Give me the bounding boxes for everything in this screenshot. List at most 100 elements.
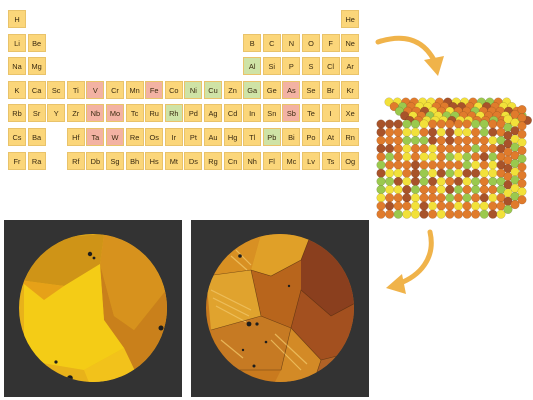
element-cell-al: Al xyxy=(243,57,262,76)
atom-sphere xyxy=(488,127,498,137)
element-cell-s: S xyxy=(302,57,320,76)
atom-sphere xyxy=(385,160,395,170)
element-cell-xe: Xe xyxy=(341,104,360,123)
atom-sphere xyxy=(385,127,395,137)
element-cell-cn: Cn xyxy=(223,151,242,170)
atom-sphere xyxy=(471,160,481,170)
atom-sphere xyxy=(479,185,489,195)
element-cell-zr: Zr xyxy=(66,104,85,123)
atom-sphere xyxy=(445,119,455,129)
atom-sphere xyxy=(479,152,489,162)
atom-sphere xyxy=(517,178,527,188)
atom-sphere xyxy=(428,160,438,170)
element-cell-ag: Ag xyxy=(204,104,222,123)
element-cell-se: Se xyxy=(302,80,320,99)
atom-sphere xyxy=(479,193,489,203)
element-cell-ne: Ne xyxy=(341,33,360,52)
atom-sphere xyxy=(419,160,429,170)
element-cell-ds: Ds xyxy=(184,151,203,170)
atom-sphere xyxy=(428,144,438,154)
atom-sphere xyxy=(436,152,446,162)
atom-sphere xyxy=(393,209,403,219)
atom-sphere xyxy=(488,152,498,162)
atom-sphere xyxy=(462,193,472,203)
element-cell-cl: Cl xyxy=(321,57,340,76)
element-cell-ru: Ru xyxy=(145,104,164,123)
atom-sphere xyxy=(517,105,527,115)
atom-sphere xyxy=(453,193,463,203)
element-cell-mg: Mg xyxy=(27,57,46,76)
atom-sphere xyxy=(510,200,520,210)
atom-sphere xyxy=(471,193,481,203)
atom-sphere xyxy=(517,113,527,123)
element-cell-ir: Ir xyxy=(164,128,183,146)
atom-sphere xyxy=(385,152,395,162)
element-cell-y: Y xyxy=(47,104,66,123)
atom-sphere xyxy=(402,185,412,195)
element-cell-at: At xyxy=(321,128,340,146)
atom-sphere xyxy=(445,144,455,154)
atom-sphere xyxy=(479,209,489,219)
atom-sphere xyxy=(453,185,463,195)
element-cell-hg: Hg xyxy=(223,128,242,146)
element-cell-pt: Pt xyxy=(184,128,203,146)
element-cell-hs: Hs xyxy=(145,151,164,170)
atom-sphere xyxy=(453,152,463,162)
element-cell-zn: Zn xyxy=(223,80,242,99)
atom-sphere xyxy=(428,201,438,211)
atom-sphere xyxy=(462,201,472,211)
atom-sphere xyxy=(402,144,412,154)
micrograph-right-panel xyxy=(191,220,369,397)
element-cell-ti: Ti xyxy=(66,80,85,99)
atom-sphere xyxy=(376,119,386,129)
element-cell-fl: Fl xyxy=(262,151,281,170)
atom-sphere xyxy=(419,135,429,145)
element-cell-hf: Hf xyxy=(66,128,85,146)
atom-sphere xyxy=(410,193,420,203)
atom-sphere xyxy=(462,176,472,186)
atom-sphere xyxy=(453,119,463,129)
atom-sphere xyxy=(376,160,386,170)
atom-sphere xyxy=(453,144,463,154)
atom-sphere xyxy=(488,176,498,186)
atom-sphere xyxy=(393,201,403,211)
atom-sphere xyxy=(471,168,481,178)
element-cell-nh: Nh xyxy=(243,151,262,170)
atom-sphere xyxy=(479,201,489,211)
atom-sphere xyxy=(488,160,498,170)
atom-sphere xyxy=(436,185,446,195)
element-cell-h: H xyxy=(8,10,26,28)
atom-sphere xyxy=(517,170,527,180)
element-cell-c: C xyxy=(262,33,281,52)
atom-sphere xyxy=(393,176,403,186)
atom-sphere xyxy=(445,168,455,178)
element-cell-p: P xyxy=(282,57,301,76)
element-cell-re: Re xyxy=(125,128,144,146)
atom-sphere xyxy=(385,144,395,154)
element-cell-ge: Ge xyxy=(262,80,281,99)
atom-sphere xyxy=(471,119,481,129)
atom-sphere xyxy=(517,187,527,197)
atom-sphere xyxy=(402,193,412,203)
atom-sphere xyxy=(445,135,455,145)
element-cell-pd: Pd xyxy=(184,104,203,123)
element-cell-rh: Rh xyxy=(164,104,183,123)
atom-sphere xyxy=(517,121,527,131)
atom-sphere xyxy=(410,119,420,129)
element-cell-bi: Bi xyxy=(282,128,301,146)
atom-sphere xyxy=(419,193,429,203)
atom-sphere xyxy=(453,160,463,170)
element-cell-as: As xyxy=(282,80,301,99)
atom-sphere xyxy=(393,160,403,170)
atom-sphere xyxy=(393,152,403,162)
atom-sphere xyxy=(436,119,446,129)
atom-sphere xyxy=(488,209,498,219)
element-cell-n: N xyxy=(282,33,301,52)
element-cell-tc: Tc xyxy=(125,104,144,123)
atom-sphere xyxy=(445,176,455,186)
atom-sphere xyxy=(410,168,420,178)
atom-sphere xyxy=(376,144,386,154)
atom-sphere xyxy=(453,127,463,137)
atom-sphere xyxy=(479,144,489,154)
atom-sphere xyxy=(419,209,429,219)
